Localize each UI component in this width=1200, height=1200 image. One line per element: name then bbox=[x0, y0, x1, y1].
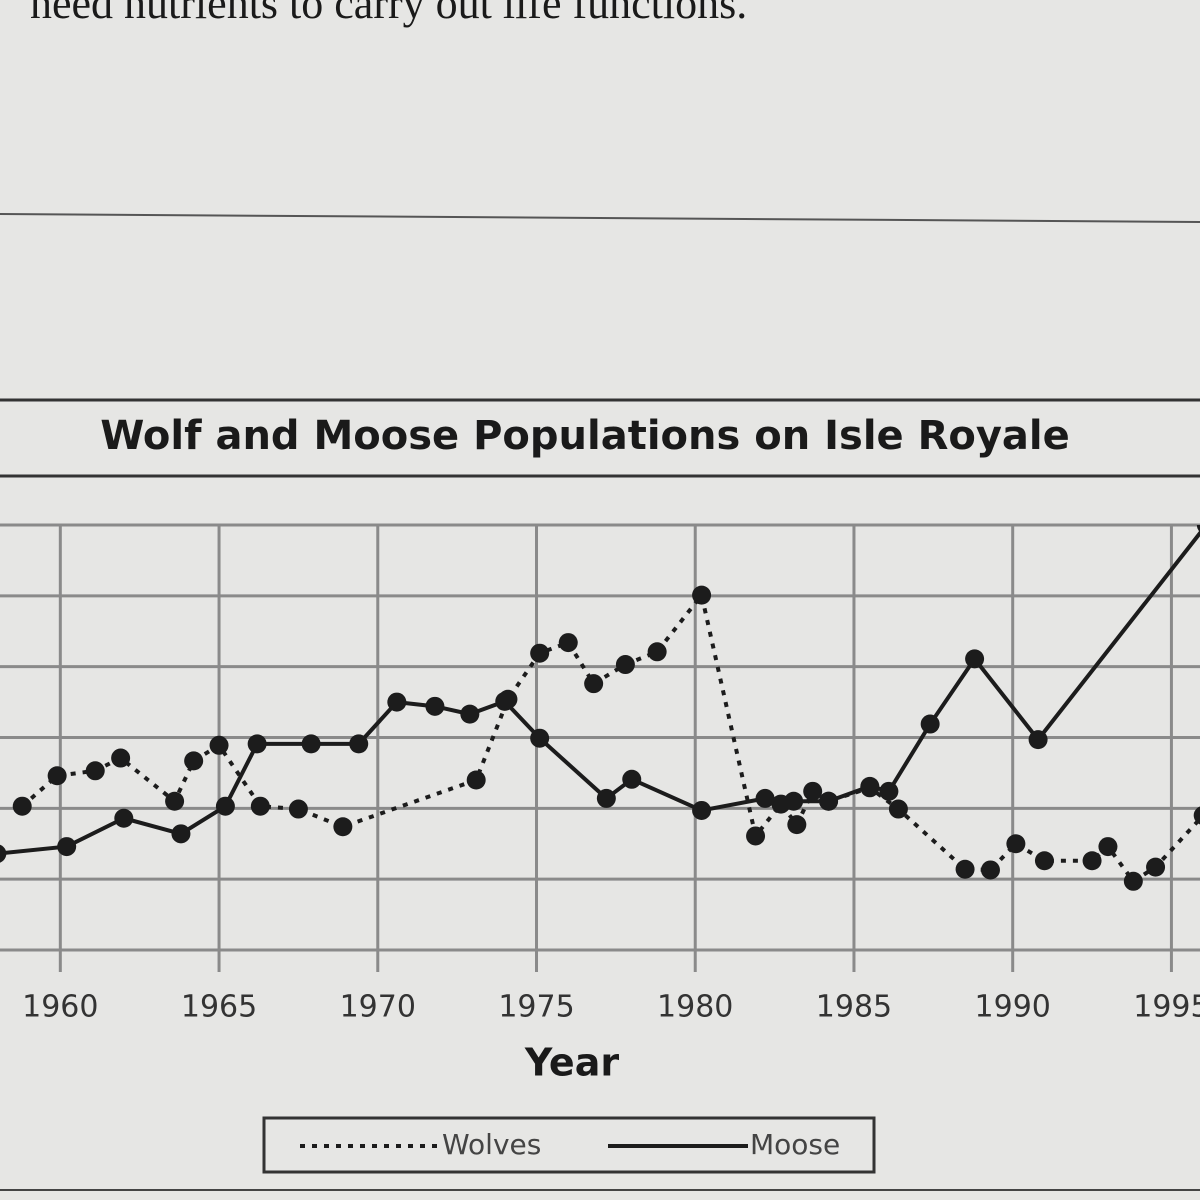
x-tick-label: 1980 bbox=[657, 990, 733, 1025]
data-point bbox=[1034, 851, 1054, 871]
data-point bbox=[165, 791, 185, 811]
data-point bbox=[784, 791, 804, 811]
data-point bbox=[746, 826, 766, 846]
data-point bbox=[980, 860, 1000, 880]
data-point bbox=[920, 714, 940, 734]
data-point bbox=[1196, 525, 1200, 533]
data-point bbox=[425, 696, 445, 716]
data-point bbox=[114, 808, 134, 828]
plot bbox=[0, 525, 1200, 891]
title-box bbox=[0, 398, 1200, 478]
data-point bbox=[301, 734, 321, 754]
legend-label: Moose bbox=[750, 1128, 840, 1161]
data-point bbox=[955, 859, 975, 879]
x-tick-label: 1990 bbox=[975, 990, 1051, 1025]
legend-items: Wolves Moose bbox=[300, 1128, 840, 1161]
data-point bbox=[209, 735, 229, 755]
chart-title: Wolf and Moose Populations on Isle Royal… bbox=[100, 413, 1070, 459]
data-point bbox=[349, 734, 369, 754]
divider bbox=[0, 213, 1200, 223]
data-point bbox=[1028, 730, 1048, 750]
data-point bbox=[1082, 851, 1102, 871]
data-point bbox=[584, 674, 604, 694]
data-point bbox=[495, 691, 515, 711]
data-point bbox=[692, 585, 712, 605]
x-axis-label: Year bbox=[524, 1041, 619, 1085]
grid: 1960 1965 1970 1975 1980 1985 1990 1995 bbox=[0, 523, 1200, 1025]
data-point bbox=[288, 799, 308, 819]
data-point bbox=[692, 800, 712, 820]
data-point bbox=[111, 748, 131, 768]
data-point bbox=[965, 649, 985, 669]
data-point bbox=[12, 796, 32, 816]
data-point bbox=[787, 815, 807, 835]
x-tick-label: 1995 bbox=[1133, 990, 1200, 1025]
data-point bbox=[171, 824, 191, 844]
x-tick-label: 1970 bbox=[340, 990, 416, 1025]
data-point bbox=[387, 692, 407, 712]
x-tick-label: 1965 bbox=[181, 990, 257, 1025]
data-point bbox=[558, 633, 578, 653]
data-point bbox=[819, 791, 839, 811]
x-tick-label: 1985 bbox=[816, 990, 892, 1025]
data-point bbox=[57, 837, 77, 857]
data-point bbox=[460, 704, 480, 724]
data-point bbox=[0, 844, 7, 863]
data-point bbox=[596, 788, 616, 808]
legend bbox=[262, 1116, 876, 1174]
data-point bbox=[755, 788, 775, 808]
data-point bbox=[647, 642, 667, 662]
data-point bbox=[333, 817, 353, 837]
data-point bbox=[247, 734, 267, 754]
data-point bbox=[466, 770, 486, 790]
data-point bbox=[530, 728, 550, 748]
data-point bbox=[1098, 837, 1118, 857]
data-point bbox=[888, 799, 908, 819]
x-tick-label: 1975 bbox=[498, 990, 574, 1025]
x-tick-label: 1960 bbox=[22, 990, 98, 1025]
data-point bbox=[184, 751, 204, 771]
data-point bbox=[803, 781, 823, 801]
data-point bbox=[47, 766, 67, 786]
data-point bbox=[1123, 871, 1143, 891]
data-point bbox=[85, 761, 105, 781]
data-point bbox=[1146, 857, 1166, 877]
data-point bbox=[250, 796, 270, 816]
header-text: need nutrients to carry out life functio… bbox=[30, 0, 747, 28]
data-point bbox=[1006, 834, 1026, 854]
legend-label: Wolves bbox=[442, 1128, 541, 1161]
series-line bbox=[20, 590, 1200, 884]
data-point bbox=[622, 769, 642, 789]
data-point bbox=[615, 655, 635, 675]
data-point bbox=[860, 776, 880, 796]
data-point bbox=[879, 781, 899, 801]
data-point bbox=[215, 796, 235, 816]
data-point bbox=[530, 643, 550, 663]
data-point bbox=[1193, 806, 1200, 825]
